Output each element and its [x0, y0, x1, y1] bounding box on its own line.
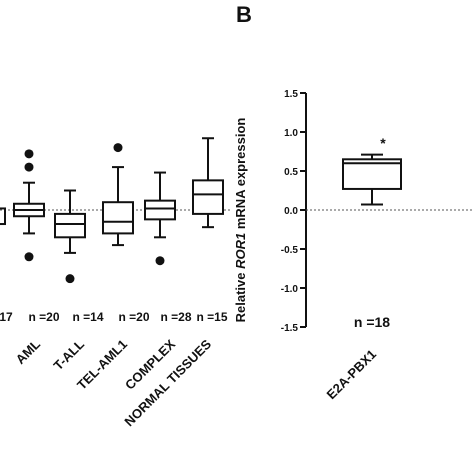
category-label-aml: AML	[13, 336, 44, 367]
n-label-a-3: n =20	[118, 310, 149, 324]
box-normal-tissues	[192, 179, 224, 215]
panel-b-label: B	[236, 2, 252, 27]
outlier-mll-0	[24, 162, 34, 172]
box-tel-aml1	[102, 201, 134, 235]
outlier-complex-0	[155, 256, 165, 266]
panel-b-significance-marker: *	[380, 135, 386, 151]
n-label-a-5: n =15	[196, 310, 227, 324]
outlier-mll-2	[24, 252, 34, 262]
outlier-mll-1	[24, 149, 34, 159]
n-label-a-4: n =28	[160, 310, 191, 324]
y-tick-label-3: 0.0	[284, 206, 298, 217]
panel-b-y-axis-label: Relative ROR1 mRNA expression	[233, 118, 248, 323]
y-tick-label-5: -1.0	[281, 284, 299, 295]
y-tick-label-6: -1.5	[281, 323, 299, 334]
category-label-t-all: T-ALL	[50, 336, 87, 373]
outlier-t-all-0	[65, 274, 75, 284]
y-tick-label-1: 1.0	[284, 128, 298, 139]
n-label-a-0: 17	[0, 310, 13, 324]
category-label-e2a-pbx1: E2A-PBX1	[324, 347, 380, 403]
n-label-b: n =18	[354, 314, 390, 330]
y-tick-label-2: 0.5	[284, 167, 298, 178]
outlier-tel-aml1-0	[113, 143, 123, 153]
box-e2a-pbx1	[342, 158, 402, 190]
y-tick-label-0: 1.5	[284, 89, 298, 100]
partial-box	[0, 207, 6, 226]
n-label-a-1: n =20	[28, 310, 59, 324]
box-t-all	[54, 212, 86, 239]
n-label-a-2: n =14	[72, 310, 103, 324]
box-complex	[144, 199, 176, 221]
y-tick-label-4: -0.5	[281, 245, 299, 256]
